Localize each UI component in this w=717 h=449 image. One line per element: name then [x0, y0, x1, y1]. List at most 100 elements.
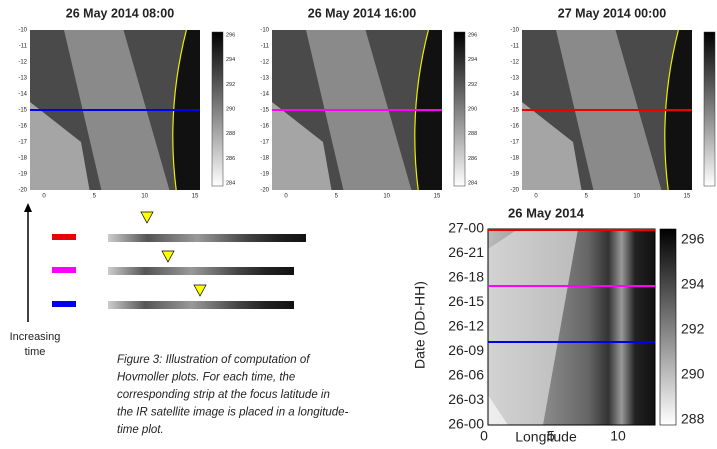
- panel-title: 26 May 2014 16:00: [308, 6, 416, 20]
- y-tick-label: 26-18: [448, 269, 484, 285]
- caption-line: Figure 3: Illustration of computation of: [117, 354, 311, 366]
- x-tick-label: 10: [383, 194, 390, 200]
- x-tick-label: 5: [585, 194, 589, 200]
- y-tick-label: 26-12: [448, 318, 484, 334]
- colorbar-label: 294: [226, 57, 235, 63]
- y-tick-label: 26-09: [448, 342, 484, 358]
- y-tick-label: 26-21: [448, 244, 484, 260]
- colorbar: [704, 32, 715, 186]
- arrow-head: [24, 203, 32, 212]
- y-tick-label: -18: [18, 156, 27, 162]
- y-tick-label: -19: [18, 172, 27, 178]
- x-tick-label: 0: [284, 194, 288, 200]
- colorbar-label: 292: [681, 321, 705, 337]
- y-tick-label: -13: [260, 76, 269, 82]
- caption-line: Hovmoller plots. For each time, the: [117, 372, 295, 384]
- y-tick-label: -16: [260, 124, 269, 130]
- x-tick-label: 10: [633, 194, 640, 200]
- y-tick-label: -20: [260, 188, 269, 194]
- x-tick-label: 0: [42, 194, 46, 200]
- colorbar: [454, 32, 465, 186]
- colorbar-label: 296: [226, 32, 235, 38]
- colorbar: [660, 229, 676, 425]
- panel-title: 27 May 2014 00:00: [558, 6, 666, 20]
- colorbar-label: 296: [468, 32, 477, 38]
- marker: [162, 251, 174, 262]
- x-tick-label: 10: [141, 194, 148, 200]
- y-tick-label: -16: [510, 124, 519, 130]
- colorbar-label: 292: [468, 82, 477, 88]
- y-tick-label: -20: [18, 188, 27, 194]
- legend-label: time: [25, 346, 46, 358]
- strip: [108, 267, 294, 275]
- x-tick-label: 10: [610, 428, 626, 444]
- x-tick-label: 5: [335, 194, 339, 200]
- x-tick-label: 15: [684, 194, 691, 200]
- x-tick-label: 15: [434, 194, 441, 200]
- y-tick-label: -14: [18, 92, 27, 98]
- y-tick-label: -12: [18, 60, 27, 66]
- colorbar-label: 290: [681, 366, 705, 382]
- y-tick-label: -14: [260, 92, 269, 98]
- colorbar: [212, 32, 223, 186]
- y-tick-label: -17: [510, 140, 519, 146]
- y-tick-label: 26-00: [448, 416, 484, 432]
- legend-magenta: [52, 267, 76, 273]
- colorbar-label: 286: [468, 156, 477, 162]
- y-tick-label: -11: [261, 44, 270, 50]
- legend-blue: [52, 301, 76, 307]
- colorbar-label: 286: [226, 156, 235, 162]
- y-tick-label: -15: [18, 108, 27, 114]
- y-tick-label: 26-03: [448, 391, 484, 407]
- y-axis-label: Date (DD-HH): [412, 281, 428, 369]
- y-tick-label: -13: [18, 76, 27, 82]
- x-tick-label: 15: [192, 194, 199, 200]
- y-tick-label: -14: [510, 92, 519, 98]
- y-tick-label: -20: [510, 188, 519, 194]
- colorbar-label: 294: [468, 57, 477, 63]
- y-tick-label: -10: [510, 28, 519, 34]
- colorbar-label: 296: [681, 231, 705, 247]
- y-tick-label: 27-00: [448, 220, 484, 236]
- strip: [108, 234, 306, 242]
- y-tick-label: -11: [19, 44, 28, 50]
- y-tick-label: -18: [510, 156, 519, 162]
- colorbar-label: 288: [681, 411, 705, 427]
- colorbar-label: 290: [468, 106, 477, 112]
- strip: [108, 301, 294, 309]
- y-tick-label: -19: [510, 172, 519, 178]
- x-tick-label: 5: [93, 194, 97, 200]
- x-axis-label: Longitude: [515, 429, 577, 445]
- y-tick-label: -15: [510, 108, 519, 114]
- y-tick-label: 26-15: [448, 293, 484, 309]
- figure: Increasing time Figure 3: Illustration o…: [0, 0, 717, 449]
- y-tick-label: -19: [260, 172, 269, 178]
- colorbar-label: 292: [226, 82, 235, 88]
- x-tick-label: 0: [480, 428, 488, 444]
- y-tick-label: -12: [260, 60, 269, 66]
- panel-title: 26 May 2014 08:00: [66, 6, 174, 20]
- y-tick-label: -15: [260, 108, 269, 114]
- y-tick-label: 26-06: [448, 367, 484, 383]
- y-tick-label: -17: [260, 140, 269, 146]
- y-tick-label: -12: [510, 60, 519, 66]
- y-tick-label: -13: [510, 76, 519, 82]
- colorbar-label: 284: [468, 180, 477, 186]
- colorbar-label: 288: [468, 131, 477, 137]
- caption-line: corresponding strip at the focus latitud…: [117, 389, 330, 401]
- legend-red: [52, 234, 76, 240]
- marker: [141, 212, 153, 223]
- y-tick-label: -10: [260, 28, 269, 34]
- colorbar-label: 288: [226, 131, 235, 137]
- y-tick-label: -10: [18, 28, 27, 34]
- colorbar-label: 294: [681, 276, 705, 292]
- caption: Figure 3: Illustration of computation of…: [117, 354, 349, 436]
- legend-label: Increasing: [10, 331, 61, 343]
- y-tick-label: -16: [18, 124, 27, 130]
- y-tick-label: -17: [18, 140, 27, 146]
- marker: [194, 285, 206, 296]
- x-tick-label: 0: [534, 194, 538, 200]
- hovmoller-title: 26 May 2014: [508, 205, 585, 220]
- colorbar-label: 284: [226, 180, 235, 186]
- colorbar-label: 290: [226, 106, 235, 112]
